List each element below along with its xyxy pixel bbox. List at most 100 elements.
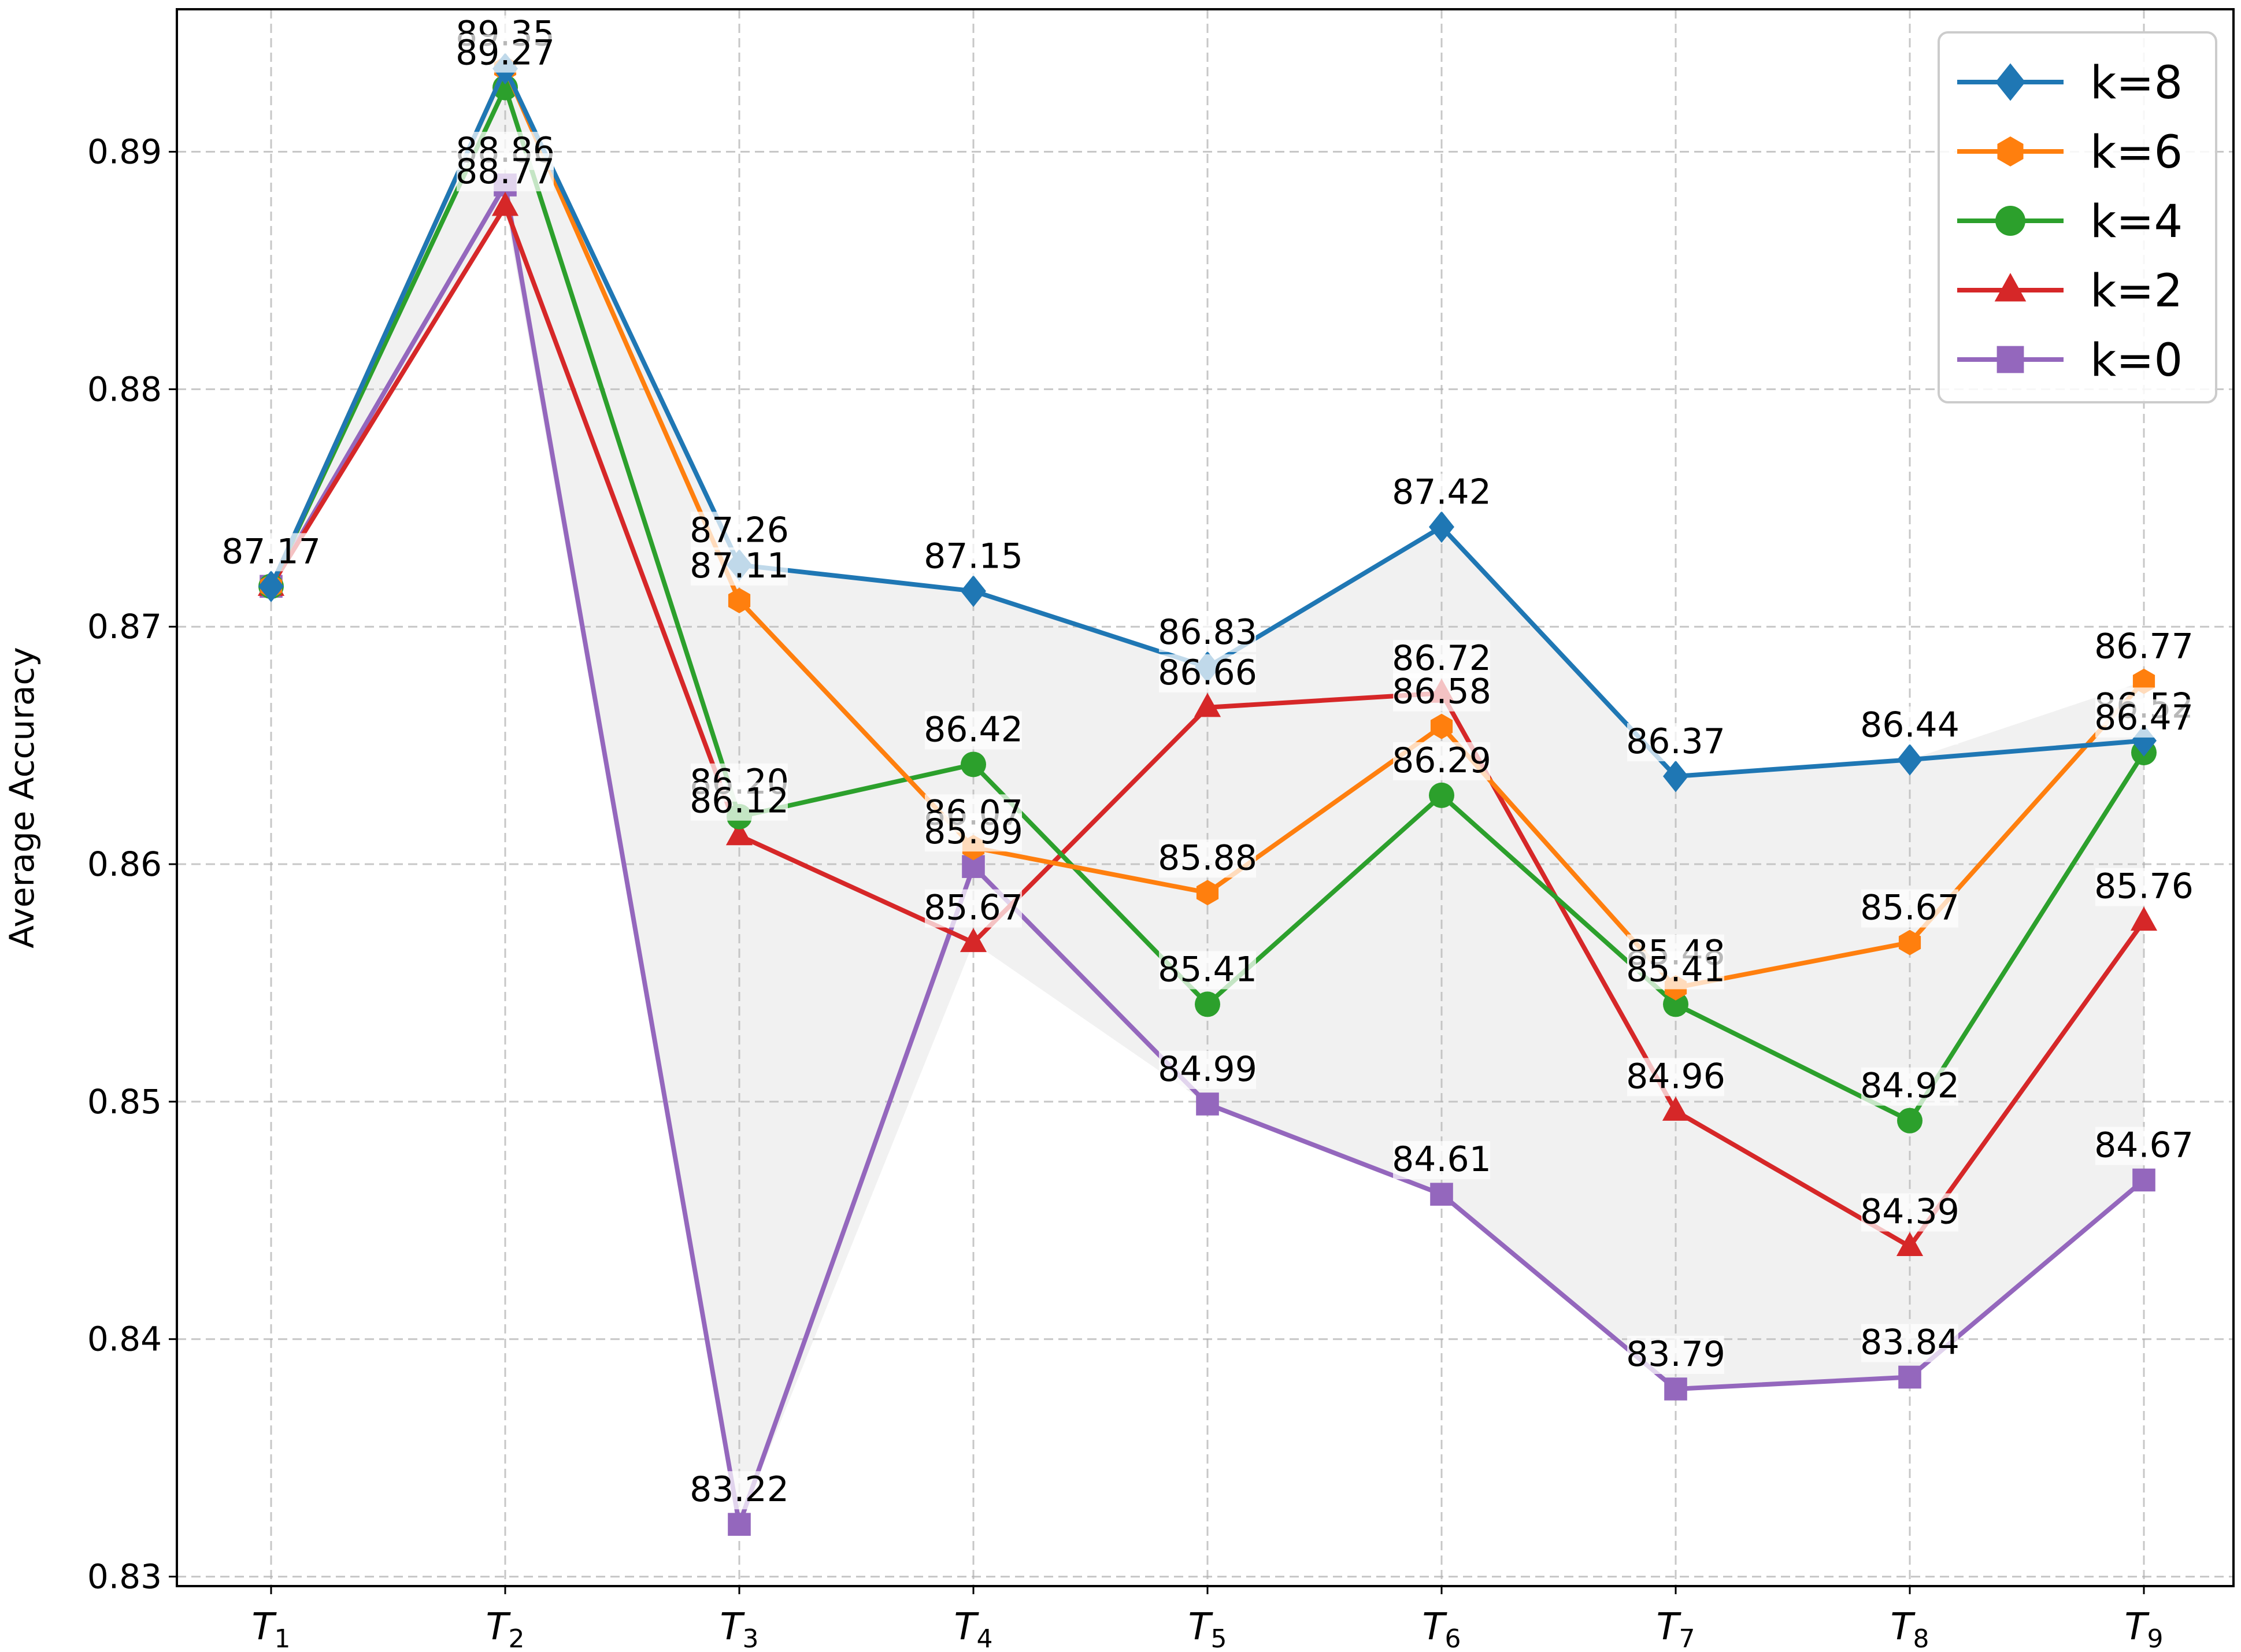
data-label-background [1861, 889, 1958, 928]
data-label: 86.58 [1392, 672, 1491, 712]
y-tick-label: 0.83 [87, 1557, 162, 1597]
shaded-range [271, 68, 2144, 1525]
data-label: 86.47 [2094, 698, 2194, 738]
data-label: 84.39 [1860, 1191, 1960, 1232]
data-label-background [223, 533, 320, 572]
data-label-background [1861, 706, 1958, 745]
y-tick-label: 0.84 [87, 1320, 162, 1359]
legend-label: k=0 [2090, 335, 2183, 387]
data-label: 86.66 [1158, 653, 1257, 693]
data-label: 85.76 [2094, 866, 2194, 907]
data-point [2132, 1168, 2155, 1192]
y-tick-label: 0.86 [87, 844, 162, 884]
data-point [725, 821, 753, 846]
y-axis-title: Average Accuracy [2, 647, 42, 948]
data-label-background [457, 34, 554, 73]
data-label: 87.15 [924, 536, 1023, 577]
data-point [1898, 1365, 1921, 1389]
data-label: 84.96 [1626, 1056, 1725, 1097]
x-tick-label: T5 [1188, 1606, 1227, 1652]
shaded-area [271, 68, 2144, 1525]
data-point [961, 575, 986, 608]
data-label: 84.67 [2094, 1125, 2194, 1165]
data-label-background [925, 711, 1022, 750]
data-label-background [1861, 1193, 1958, 1232]
data-label-background [1393, 1141, 1490, 1180]
data-point [1662, 1097, 1690, 1121]
data-point [960, 928, 987, 953]
legend-box [1938, 31, 2217, 403]
y-tick-label: 0.89 [87, 132, 162, 172]
legend: k=8 k=6 k=4 k=2 k=0 [1938, 31, 2217, 403]
data-point [1196, 880, 1219, 906]
data-point [1664, 1377, 1687, 1401]
data-label: 85.67 [924, 888, 1023, 928]
x-tick-label: T9 [2124, 1606, 2163, 1652]
data-label: 83.84 [1860, 1322, 1960, 1362]
data-label: 85.99 [924, 812, 1023, 852]
data-label-background [1393, 640, 1490, 679]
data-label: 84.61 [1392, 1139, 1491, 1180]
series-group [257, 53, 2158, 1536]
data-point [1430, 713, 1453, 739]
legend-marker [1997, 136, 2024, 166]
data-label-background [925, 813, 1022, 852]
data-label-background [1627, 723, 1724, 762]
data-label: 86.44 [1860, 705, 1960, 745]
data-point [1663, 760, 1688, 792]
data-point [1196, 1092, 1219, 1116]
data-point [1896, 1232, 1924, 1256]
y-tick-label: 0.87 [87, 607, 162, 646]
legend-label: k=8 [2090, 57, 2183, 109]
x-tick-label: T8 [1890, 1606, 1929, 1652]
data-label-background [1159, 951, 1256, 990]
legend-label: k=6 [2090, 127, 2183, 179]
x-axis: T1 T2 T3 T4 T5 T6 T7 T8 T9 [251, 1586, 2164, 1652]
data-label-background [1159, 839, 1256, 878]
x-tick-label: T6 [1422, 1606, 1461, 1652]
data-point [1663, 991, 1688, 1017]
data-label-background [1627, 1058, 1724, 1097]
data-label: 87.11 [690, 546, 789, 586]
data-label-background [1393, 673, 1490, 712]
legend-marker [1995, 63, 2025, 101]
data-point [258, 570, 284, 602]
data-label: 86.42 [924, 709, 1023, 750]
data-label: 86.37 [1626, 721, 1725, 762]
data-label: 86.29 [1392, 740, 1491, 781]
data-label-background [1627, 951, 1724, 990]
data-label-background [691, 1471, 788, 1510]
data-label-background [1861, 1067, 1958, 1106]
x-tick-label: T7 [1656, 1606, 1695, 1652]
data-point [1194, 692, 1221, 717]
data-label-background [2095, 868, 2192, 906]
data-point [728, 588, 751, 613]
data-label-background [1861, 1324, 1958, 1362]
data-point [1897, 743, 1923, 776]
data-label-background [2095, 1127, 2192, 1165]
data-point [1195, 991, 1220, 1017]
data-label: 87.42 [1392, 472, 1491, 513]
data-label: 85.67 [1860, 888, 1960, 928]
data-point [1898, 929, 1921, 955]
y-tick-label: 0.85 [87, 1082, 162, 1121]
data-labels: 87.1789.3589.2788.8688.7787.2687.1186.20… [221, 14, 2194, 1510]
data-label: 87.26 [690, 510, 789, 550]
data-label-background [457, 153, 554, 191]
data-label-background [2095, 628, 2192, 666]
data-label: 86.12 [690, 781, 789, 821]
legend-label: k=4 [2090, 196, 2183, 248]
legend-marker [1995, 206, 2025, 236]
data-label: 89.27 [455, 33, 555, 73]
data-label-background [1159, 654, 1256, 692]
data-label-background [691, 547, 788, 586]
data-point [961, 751, 986, 777]
data-label: 84.92 [1860, 1066, 1960, 1106]
legend-marker [1996, 346, 2024, 373]
data-label: 86.83 [1158, 612, 1257, 653]
data-label: 87.17 [221, 531, 321, 572]
data-point [1429, 511, 1454, 543]
legend-marker [1994, 273, 2027, 302]
